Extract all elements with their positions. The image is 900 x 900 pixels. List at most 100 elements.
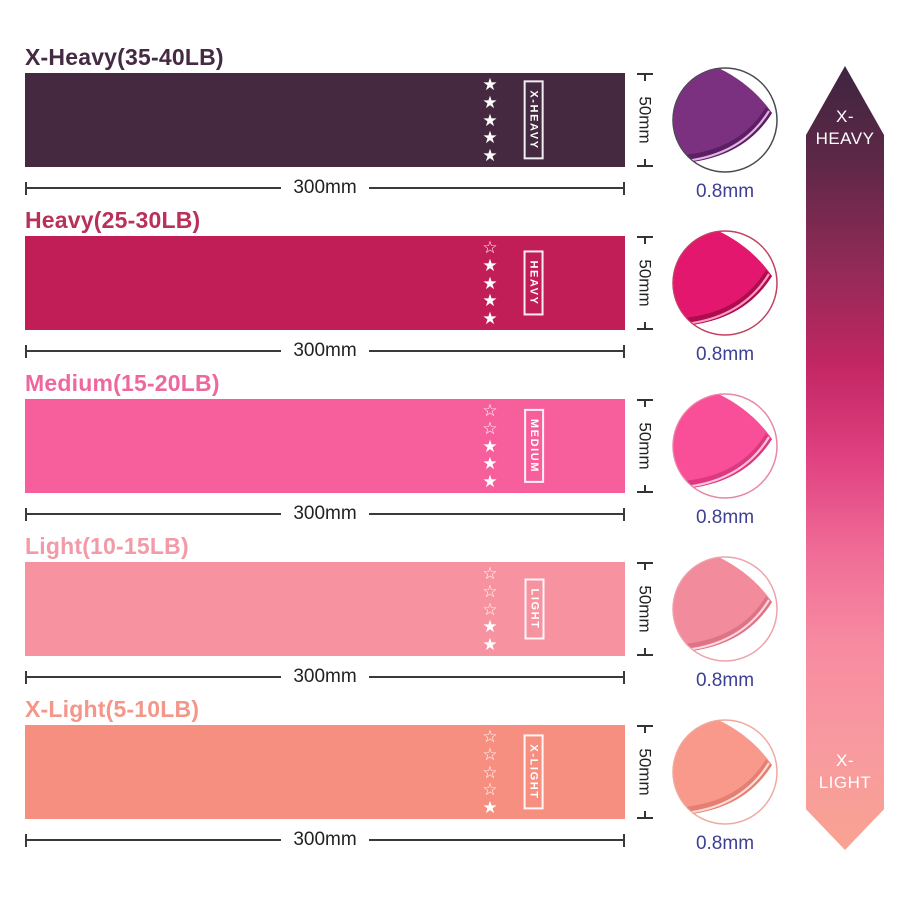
star-outline-icon: ☆ <box>482 564 498 583</box>
thickness-detail: 0.8mm <box>672 67 778 203</box>
star-outline-icon: ☆ <box>482 727 498 746</box>
dim-line-right <box>368 839 624 841</box>
thickness-detail: 0.8mm <box>672 719 778 855</box>
dim-line-right <box>368 187 624 189</box>
dim-line-right <box>368 676 624 678</box>
star-filled-icon: ★ <box>482 291 498 311</box>
star-filled-icon: ★ <box>482 798 498 817</box>
band-row: X-Heavy(35-40LB) ★ ★ ★ ★ ★ X-HEAVY 50mm 300m… <box>0 44 810 207</box>
dim-tick-right <box>623 833 626 847</box>
star-filled-icon: ★ <box>482 110 498 130</box>
star-outline-icon: ☆ <box>482 238 498 257</box>
dim-line-left <box>27 676 282 678</box>
band-title: X-Heavy(35-40LB) <box>25 44 224 70</box>
width-dimension: 300mm <box>25 340 626 361</box>
folded-band-icon <box>672 719 778 825</box>
band-title: Heavy(25-30LB) <box>25 207 201 233</box>
star-outline-icon: ☆ <box>482 780 498 800</box>
width-dimension: 300mm <box>25 829 626 850</box>
star-filled-icon: ★ <box>482 454 498 474</box>
thickness-label: 0.8mm <box>695 670 755 691</box>
dim-tick-top <box>637 725 653 735</box>
folded-band-icon <box>672 556 778 662</box>
width-dimension: 300mm <box>25 503 626 524</box>
height-dimension-label: 50mm <box>636 748 656 796</box>
folded-band-icon <box>672 230 778 336</box>
dim-tick-left <box>25 507 27 521</box>
dim-line-right <box>368 350 624 352</box>
star-filled-icon: ★ <box>482 273 498 293</box>
band-bar: ☆ ☆ ★ ★ ★ MEDIUM 50mm <box>25 399 655 493</box>
width-dimension-label: 300mm <box>293 340 357 361</box>
band-row: Light(10-15LB) ☆ ☆ ☆ ★ ★ LIGHT 50mm 300mm <box>0 533 810 696</box>
star-outline-icon: ☆ <box>482 401 498 420</box>
dim-tick-top <box>637 399 653 409</box>
band-title: X-Light(5-10LB) <box>25 696 200 722</box>
star-outline-icon: ☆ <box>482 599 498 619</box>
band-title: Light(10-15LB) <box>25 533 189 559</box>
arrow-top-label-line1: X- <box>836 107 854 126</box>
band-star-rating: ☆ ☆ ★ ★ ★ <box>477 402 503 490</box>
width-dimension-label: 300mm <box>293 177 357 198</box>
dim-tick-top <box>637 562 653 572</box>
dim-tick-right <box>623 181 626 195</box>
width-dimension: 300mm <box>25 666 626 687</box>
height-dimension: 50mm <box>629 73 661 167</box>
dim-tick-right <box>623 344 626 358</box>
dim-tick-bottom <box>637 320 653 330</box>
height-dimension-label: 50mm <box>636 585 656 633</box>
dim-tick-left <box>25 833 27 847</box>
band-rows: X-Heavy(35-40LB) ★ ★ ★ ★ ★ X-HEAVY 50mm 300m… <box>0 44 810 859</box>
dim-line-left <box>27 513 282 515</box>
dim-line-left <box>27 350 282 352</box>
folded-band-icon <box>672 67 778 173</box>
height-dimension-label: 50mm <box>636 259 656 307</box>
height-dimension: 50mm <box>629 562 661 656</box>
star-outline-icon: ☆ <box>482 581 498 601</box>
arrow-bottom-label-line1: X- <box>836 750 854 770</box>
thickness-label: 0.8mm <box>695 507 755 528</box>
width-dimension-label: 300mm <box>293 666 357 687</box>
star-filled-icon: ★ <box>482 92 498 112</box>
band-tag-wrap: MEDIUM <box>506 399 562 493</box>
arrow-bottom-label: X- LIGHT <box>819 750 872 794</box>
band-tag-wrap: X-LIGHT <box>506 725 562 819</box>
strength-arrow: X- HEAVY X- LIGHT <box>806 66 884 850</box>
dim-line-right <box>368 513 624 515</box>
dim-tick-top <box>637 236 653 246</box>
dim-tick-left <box>25 670 27 684</box>
band-star-rating: ★ ★ ★ ★ ★ <box>477 76 503 164</box>
height-dimension: 50mm <box>629 236 661 330</box>
arrow-top-label-line2: HEAVY <box>815 129 875 149</box>
dim-tick-left <box>25 344 27 358</box>
width-dimension-label: 300mm <box>293 503 357 524</box>
width-dimension-label: 300mm <box>293 829 357 850</box>
height-dimension-label: 50mm <box>636 96 656 144</box>
star-outline-icon: ☆ <box>482 418 498 438</box>
thickness-label: 0.8mm <box>695 833 755 854</box>
band-tag-label: LIGHT <box>524 578 544 640</box>
dim-line-left <box>27 839 282 841</box>
dim-tick-bottom <box>637 809 653 819</box>
star-filled-icon: ★ <box>482 146 498 165</box>
thickness-detail: 0.8mm <box>672 230 778 366</box>
band-star-rating: ☆ ☆ ☆ ☆ ★ <box>477 728 503 816</box>
arrow-bottom-label-line2: LIGHT <box>818 772 872 792</box>
dim-tick-bottom <box>637 157 653 167</box>
dim-tick-left <box>25 181 27 195</box>
band-row: Heavy(25-30LB) ☆ ★ ★ ★ ★ HEAVY 50mm 300mm <box>0 207 810 370</box>
band-row: X-Light(5-10LB) ☆ ☆ ☆ ☆ ★ X-LIGHT 50mm 300mm <box>0 696 810 859</box>
dim-line-left <box>27 187 282 189</box>
star-filled-icon: ★ <box>482 617 498 637</box>
height-dimension: 50mm <box>629 399 661 493</box>
width-dimension: 300mm <box>25 177 626 198</box>
band-tag-wrap: LIGHT <box>506 562 562 656</box>
thickness-detail: 0.8mm <box>672 393 778 529</box>
band-bar: ☆ ☆ ☆ ★ ★ LIGHT 50mm <box>25 562 655 656</box>
thickness-detail: 0.8mm <box>672 556 778 692</box>
band-star-rating: ☆ ☆ ☆ ★ ★ <box>477 565 503 653</box>
band-row: Medium(15-20LB) ☆ ☆ ★ ★ ★ MEDIUM 50mm 300mm <box>0 370 810 533</box>
height-dimension-label: 50mm <box>636 422 656 470</box>
star-filled-icon: ★ <box>482 255 498 275</box>
